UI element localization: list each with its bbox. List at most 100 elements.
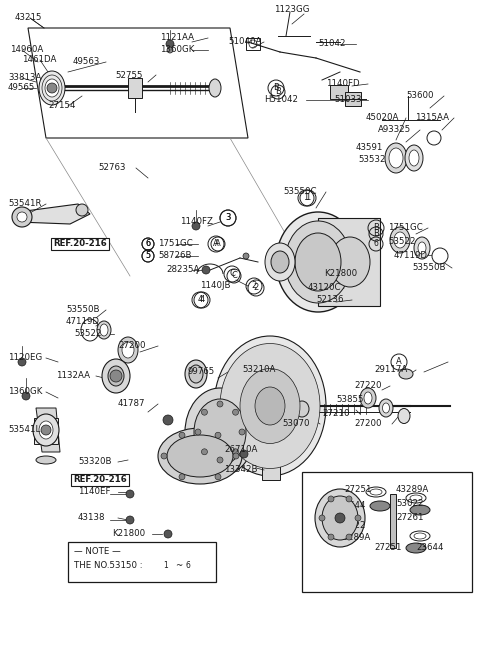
Circle shape — [215, 474, 221, 480]
Text: 1751GC: 1751GC — [388, 224, 423, 233]
Circle shape — [164, 530, 172, 538]
Circle shape — [240, 450, 248, 458]
Ellipse shape — [108, 366, 124, 386]
Ellipse shape — [370, 501, 390, 511]
Text: 5: 5 — [145, 252, 151, 261]
Circle shape — [202, 448, 207, 455]
Text: C: C — [229, 270, 235, 278]
Ellipse shape — [39, 71, 65, 105]
Text: 1360GK: 1360GK — [8, 387, 42, 396]
Circle shape — [243, 253, 249, 259]
Ellipse shape — [330, 237, 370, 287]
Circle shape — [12, 207, 32, 227]
Text: 27200: 27200 — [354, 419, 382, 428]
Ellipse shape — [158, 428, 242, 484]
Ellipse shape — [399, 369, 413, 379]
Text: 53522: 53522 — [74, 330, 101, 339]
Text: 47119D: 47119D — [394, 250, 428, 259]
Text: 43138: 43138 — [78, 514, 106, 523]
Circle shape — [335, 513, 345, 523]
Text: ~: ~ — [175, 562, 182, 571]
Ellipse shape — [390, 227, 410, 253]
Text: 1360GK: 1360GK — [160, 46, 194, 55]
Ellipse shape — [265, 243, 295, 281]
Ellipse shape — [405, 145, 423, 171]
Ellipse shape — [122, 342, 134, 358]
Ellipse shape — [385, 143, 407, 173]
Circle shape — [432, 248, 448, 264]
Circle shape — [233, 453, 239, 459]
Text: 43120C: 43120C — [308, 283, 341, 292]
Circle shape — [192, 222, 200, 230]
Ellipse shape — [97, 321, 111, 339]
Bar — [68, 542, 216, 582]
Text: 51042: 51042 — [318, 40, 346, 49]
Polygon shape — [34, 418, 58, 444]
Circle shape — [346, 496, 352, 502]
Circle shape — [202, 410, 207, 415]
Ellipse shape — [185, 388, 255, 476]
Text: 53522: 53522 — [388, 237, 416, 246]
Text: 53855: 53855 — [336, 395, 363, 404]
Circle shape — [166, 40, 174, 48]
Text: 1: 1 — [305, 194, 311, 203]
Circle shape — [355, 515, 361, 521]
Circle shape — [161, 453, 167, 459]
Text: A93325: A93325 — [378, 125, 411, 135]
Text: B: B — [273, 83, 279, 92]
Text: 53070: 53070 — [282, 419, 310, 428]
Ellipse shape — [276, 212, 360, 312]
Text: 1: 1 — [164, 562, 168, 571]
Text: REF.20-216: REF.20-216 — [53, 239, 107, 248]
Ellipse shape — [315, 489, 365, 547]
Text: 53541L: 53541L — [8, 426, 40, 434]
Circle shape — [427, 131, 441, 145]
Ellipse shape — [410, 505, 430, 515]
Text: 23644: 23644 — [416, 543, 444, 552]
Ellipse shape — [220, 343, 320, 469]
Circle shape — [110, 370, 122, 382]
Text: 41787: 41787 — [118, 400, 145, 408]
Text: 27220: 27220 — [354, 382, 382, 391]
Text: 49563: 49563 — [73, 57, 100, 66]
Circle shape — [346, 534, 352, 540]
Ellipse shape — [39, 421, 53, 439]
Text: 1751GC: 1751GC — [158, 239, 193, 248]
Text: 1132AA: 1132AA — [56, 372, 90, 380]
Circle shape — [328, 534, 334, 540]
Ellipse shape — [194, 399, 246, 465]
Circle shape — [22, 392, 30, 400]
Text: 6: 6 — [373, 239, 378, 248]
Text: 14960A: 14960A — [10, 46, 43, 55]
Circle shape — [239, 429, 245, 435]
Text: 29117A: 29117A — [374, 365, 407, 374]
Circle shape — [215, 432, 221, 438]
Text: 27210: 27210 — [322, 410, 349, 419]
Circle shape — [179, 474, 185, 480]
Bar — [345, 92, 361, 106]
Ellipse shape — [33, 414, 59, 446]
Text: 1140FD: 1140FD — [326, 79, 360, 88]
Text: 53022: 53022 — [338, 521, 365, 530]
Ellipse shape — [45, 79, 59, 97]
Text: 51040A: 51040A — [228, 38, 262, 47]
Ellipse shape — [409, 150, 419, 166]
Text: 52136: 52136 — [316, 296, 344, 304]
Ellipse shape — [118, 337, 138, 363]
Bar — [330, 85, 348, 99]
Text: 6: 6 — [145, 239, 150, 248]
Text: 3: 3 — [225, 213, 231, 222]
Ellipse shape — [383, 403, 389, 413]
Text: 58726B: 58726B — [158, 252, 192, 261]
Text: A: A — [213, 239, 219, 248]
Text: 26710A: 26710A — [224, 445, 257, 454]
Circle shape — [179, 432, 185, 438]
Text: 1140JB: 1140JB — [200, 281, 230, 291]
Text: 53320B: 53320B — [78, 458, 111, 467]
Text: 2: 2 — [253, 283, 259, 292]
Text: A: A — [396, 358, 402, 367]
Text: — NOTE —: — NOTE — — [74, 547, 121, 556]
Text: 53210A: 53210A — [242, 365, 276, 374]
Text: 52755: 52755 — [115, 70, 143, 79]
Text: 4: 4 — [197, 296, 203, 304]
